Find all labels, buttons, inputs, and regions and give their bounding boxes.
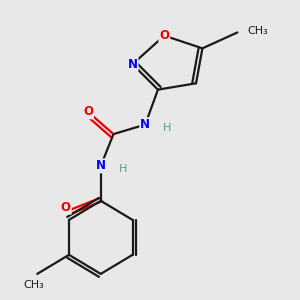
Text: N: N — [96, 159, 106, 172]
Text: H: H — [163, 123, 172, 133]
Text: CH₃: CH₃ — [247, 26, 268, 36]
Text: CH₃: CH₃ — [24, 280, 44, 290]
Text: O: O — [159, 29, 169, 42]
Text: N: N — [140, 118, 150, 131]
Text: O: O — [61, 201, 71, 214]
Text: N: N — [128, 58, 137, 71]
Text: O: O — [83, 105, 93, 119]
Text: H: H — [119, 164, 127, 174]
